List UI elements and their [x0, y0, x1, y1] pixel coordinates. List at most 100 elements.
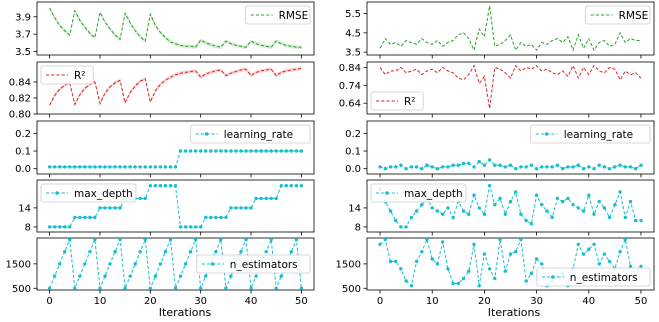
- data-point: [446, 165, 450, 169]
- subplot-left-learning-rate: 0.0 0.1 0.2 learning_rate: [15, 120, 315, 178]
- y-tick-label: 1500: [336, 259, 361, 270]
- data-point: [472, 193, 476, 197]
- data-point: [404, 225, 408, 229]
- legend: n_estimators: [196, 254, 311, 274]
- data-point: [493, 163, 497, 167]
- data-point: [163, 165, 168, 169]
- data-point: [133, 262, 137, 266]
- data-point: [163, 250, 168, 254]
- data-point: [576, 206, 580, 210]
- data-point: [58, 165, 62, 169]
- data-point: [602, 252, 607, 256]
- data-point: [602, 206, 607, 210]
- y-tick-label: 3.5: [15, 47, 31, 58]
- subplot-left-rmse: 3.5 3.7 3.9 RMSE: [15, 1, 315, 59]
- data-point: [623, 238, 627, 242]
- data-point: [88, 215, 92, 220]
- data-point: [138, 250, 142, 254]
- data-point: [259, 196, 263, 201]
- legend-box: [585, 5, 651, 25]
- data-point: [199, 225, 203, 229]
- y-tick-label: 0.80: [9, 110, 31, 121]
- data-point: [383, 238, 387, 242]
- data-point: [52, 274, 57, 278]
- data-point: [404, 279, 408, 283]
- y-tick-label: 8: [355, 222, 361, 233]
- axes-frame: [366, 120, 655, 175]
- data-point: [430, 257, 434, 261]
- data-point: [123, 165, 127, 169]
- data-point: [113, 165, 117, 169]
- data-point: [68, 165, 72, 169]
- data-point: [294, 184, 299, 188]
- y-tick-label: 0.84: [339, 63, 361, 74]
- data-point: [98, 286, 102, 290]
- legend: R²: [370, 91, 424, 111]
- data-point: [204, 215, 208, 220]
- data-point: [133, 165, 137, 169]
- legend-label: R²: [74, 70, 86, 82]
- data-point: [498, 238, 502, 242]
- legend-box: [530, 124, 651, 144]
- data-point: [244, 149, 248, 153]
- data-point: [274, 149, 278, 153]
- data-point: [566, 165, 570, 169]
- subplot-right-n-estimators: 500 1500 0 10 20 30 40 50 n_estimators: [336, 237, 655, 307]
- data-point: [239, 206, 243, 210]
- data-point: [62, 250, 67, 254]
- data-point: [529, 222, 534, 226]
- data-point: [178, 274, 183, 278]
- data-point: [581, 209, 586, 213]
- data-point: [113, 250, 117, 254]
- data-point: [289, 184, 293, 188]
- data-point: [264, 250, 268, 254]
- data-point: [234, 149, 238, 153]
- data-point: [118, 165, 122, 169]
- data-point: [93, 215, 97, 220]
- data-point: [587, 247, 591, 251]
- data-point: [289, 149, 293, 153]
- data-point: [477, 284, 481, 288]
- data-point: [274, 196, 278, 201]
- data-point: [467, 161, 471, 166]
- data-point: [103, 165, 107, 169]
- data-point: [173, 165, 178, 169]
- data-point: [576, 242, 580, 246]
- y-tick-label: 0.64: [339, 99, 361, 110]
- axes-frame: [36, 1, 315, 56]
- data-point: [430, 206, 434, 210]
- data-point: [451, 163, 455, 167]
- data-point: [467, 212, 471, 216]
- data-point: [118, 238, 122, 242]
- x-tick-label: 10: [94, 296, 107, 307]
- data-point: [456, 163, 460, 167]
- x-tick-label: 40: [582, 296, 595, 307]
- data-point: [204, 149, 208, 153]
- y-tick-label: 3.5: [345, 48, 361, 59]
- data-point: [561, 199, 565, 204]
- data-point: [168, 184, 173, 188]
- legend: max_depth: [40, 183, 137, 203]
- data-point: [613, 165, 617, 169]
- data-point: [430, 165, 434, 169]
- data-point: [550, 215, 554, 220]
- data-point: [435, 209, 440, 213]
- data-point: [83, 165, 87, 169]
- data-point: [498, 163, 502, 167]
- series-line: [49, 150, 302, 168]
- data-point: [519, 212, 523, 216]
- data-point: [472, 165, 476, 169]
- y-tick-label: 0.2: [15, 129, 31, 140]
- data-point: [446, 206, 450, 210]
- legend-box: [196, 254, 311, 274]
- data-point: [239, 250, 243, 254]
- data-point: [409, 284, 414, 288]
- data-point: [534, 257, 539, 261]
- data-point: [78, 274, 82, 278]
- data-point: [383, 167, 387, 171]
- data-point: [555, 196, 560, 201]
- data-point: [47, 225, 52, 229]
- data-point: [128, 274, 132, 278]
- data-point: [264, 149, 268, 153]
